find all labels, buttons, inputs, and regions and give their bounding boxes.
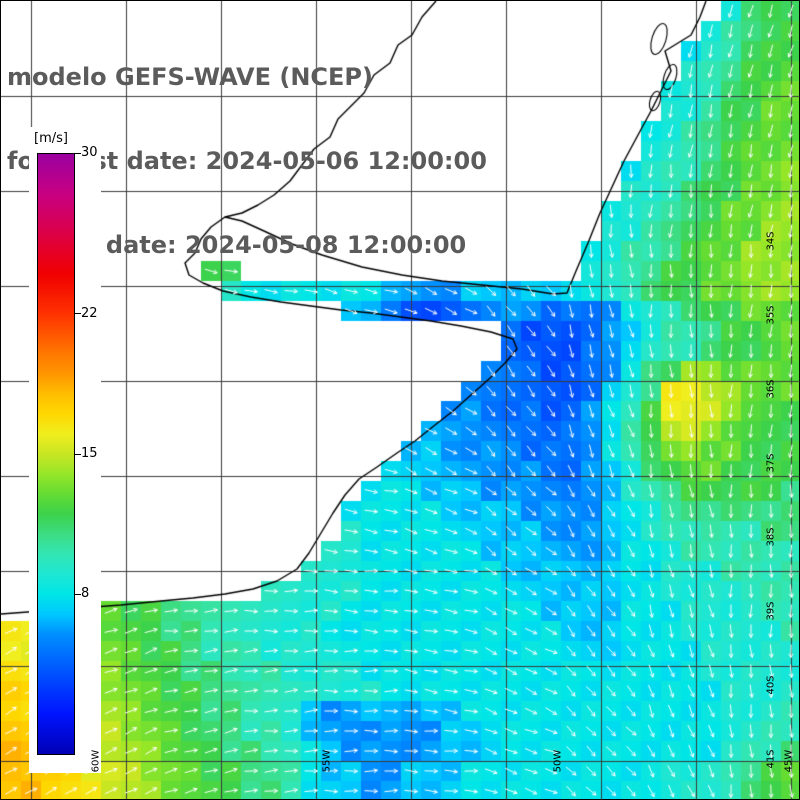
colorbar-tickmark	[75, 313, 81, 315]
colorbar-scale: [m/s] 30 22 15 8	[29, 127, 101, 773]
colorbar-tick-label: 15	[81, 446, 98, 461]
colorbar-tickmark	[75, 453, 81, 455]
lat-axis-label: 40S	[765, 675, 777, 695]
lat-axis-label: 39S	[765, 601, 777, 621]
lon-axis-label: 45W	[783, 749, 795, 773]
lat-axis-label: 37S	[765, 453, 777, 473]
lon-axis-label: 60W	[90, 749, 102, 773]
lat-axis-label: 34S	[765, 231, 777, 251]
colorbar-unit-label: [m/s]	[34, 131, 68, 146]
lat-axis-label: 38S	[765, 527, 777, 547]
colorbar-tick-label: 8	[81, 586, 90, 602]
colorbar-tick-label: 30	[81, 145, 98, 160]
lat-axis-label: 36S	[765, 379, 777, 399]
lon-axis-label: 50W	[552, 749, 564, 773]
lon-axis-label: 55W	[321, 749, 333, 773]
lat-axis-label: 35S	[765, 305, 777, 325]
colorbar-gradient	[37, 153, 75, 755]
colorbar-tickmark	[75, 593, 81, 595]
colorbar-tick-label: 22	[81, 305, 98, 321]
model-title: modelo GEFS-WAVE (NCEP)	[7, 63, 373, 91]
lat-axis-label: 41S	[765, 749, 777, 769]
colorbar-tickmark	[75, 152, 81, 154]
